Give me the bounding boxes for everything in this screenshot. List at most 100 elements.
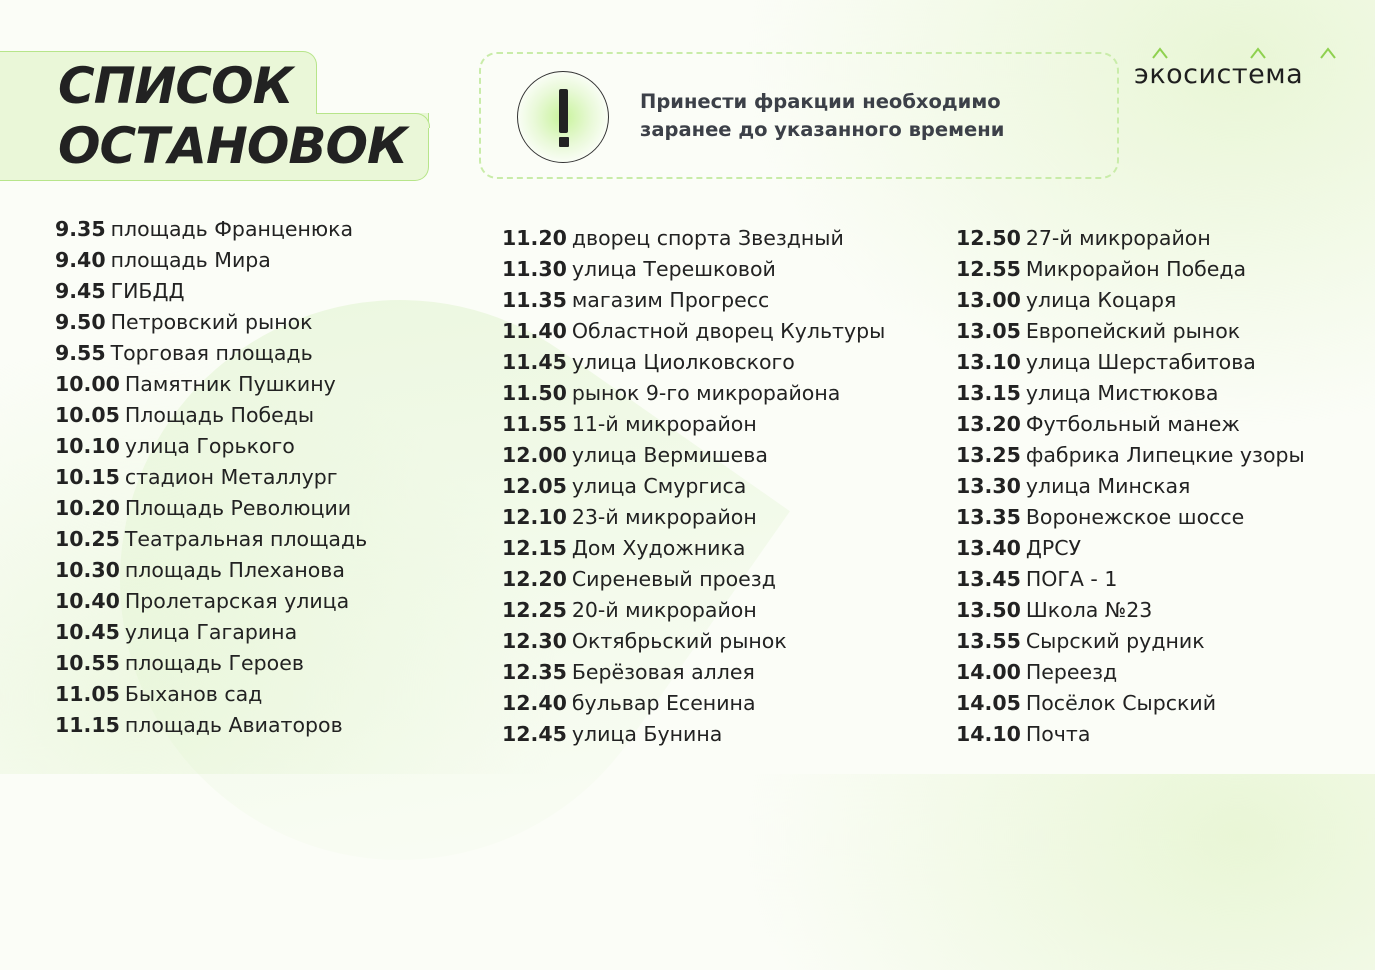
stop-name: ДРСУ xyxy=(1025,536,1082,560)
stop-name: Петровский рынок xyxy=(110,310,313,334)
stop-item: 13.00 улица Коцаря xyxy=(956,285,1305,316)
stop-name: Европейский рынок xyxy=(1025,319,1241,343)
stop-item: 13.20 Футбольный манеж xyxy=(956,409,1305,440)
stop-item: 12.35 Берёзовая аллея xyxy=(502,657,885,688)
stop-time: 13.25 xyxy=(956,443,1021,467)
logo-triangle-icon xyxy=(1250,47,1266,59)
brand-logo: экосистема xyxy=(1134,45,1344,95)
stop-item: 10.30 площадь Плеханова xyxy=(55,555,367,586)
stop-time: 13.50 xyxy=(956,598,1021,622)
stop-item: 13.10 улица Шерстабитова xyxy=(956,347,1305,378)
stop-time: 12.20 xyxy=(502,567,567,591)
logo-triangle-icon xyxy=(1320,47,1336,59)
stop-time: 13.15 xyxy=(956,381,1021,405)
stop-name: улица Вермишева xyxy=(571,443,768,467)
stop-item: 13.25 фабрика Липецкие узоры xyxy=(956,440,1305,471)
stop-item: 11.50 рынок 9-го микрорайона xyxy=(502,378,885,409)
stop-time: 10.20 xyxy=(55,496,120,520)
stop-time: 11.40 xyxy=(502,319,567,343)
stop-time: 10.40 xyxy=(55,589,120,613)
stop-time: 9.55 xyxy=(55,341,106,365)
stop-time: 10.15 xyxy=(55,465,120,489)
stop-item: 9.35 площадь Франценюка xyxy=(55,214,367,245)
stop-time: 10.55 xyxy=(55,651,120,675)
notice-text-line-1: Принести фракции необходимо xyxy=(640,90,1001,113)
stop-item: 12.50 27-й микрорайон xyxy=(956,223,1305,254)
stop-time: 11.55 xyxy=(502,412,567,436)
stop-name: улица Гагарина xyxy=(124,620,298,644)
stop-name: улица Мистюкова xyxy=(1025,381,1219,405)
stop-item: 11.35 магазим Прогресс xyxy=(502,285,885,316)
stop-item: 14.00 Переезд xyxy=(956,657,1305,688)
stop-item: 10.45 улица Гагарина xyxy=(55,617,367,648)
stop-item: 12.55 Микрорайон Победа xyxy=(956,254,1305,285)
stop-name: Быханов сад xyxy=(124,682,263,706)
stop-item: 11.30 улица Терешковой xyxy=(502,254,885,285)
stop-item: 11.15 площадь Авиаторов xyxy=(55,710,367,741)
stop-name: площадь Героев xyxy=(124,651,304,675)
stop-name: Микрорайон Победа xyxy=(1025,257,1247,281)
stop-name: Переезд xyxy=(1025,660,1118,684)
stop-item: 9.45 ГИБДД xyxy=(55,276,367,307)
notice-text-line-2: заранее до указанного времени xyxy=(640,118,1005,141)
stop-time: 12.30 xyxy=(502,629,567,653)
stop-item: 11.45 улица Циолковского xyxy=(502,347,885,378)
stop-name: площадь Авиаторов xyxy=(124,713,343,737)
stop-item: 10.40 Пролетарская улица xyxy=(55,586,367,617)
stops-column-1: 9.35 площадь Франценюка 9.40 площадь Мира 9.… xyxy=(55,214,367,741)
stop-item: 9.40 площадь Мира xyxy=(55,245,367,276)
stop-time: 9.40 xyxy=(55,248,106,272)
stop-item: 13.55 Сырский рудник xyxy=(956,626,1305,657)
stop-item: 12.15 Дом Художника xyxy=(502,533,885,564)
stop-item: 12.20 Сиреневый проезд xyxy=(502,564,885,595)
stop-time: 10.25 xyxy=(55,527,120,551)
stop-name: Воронежское шоссе xyxy=(1025,505,1245,529)
stop-time: 13.45 xyxy=(956,567,1021,591)
stop-name: Школа №23 xyxy=(1025,598,1153,622)
stop-item: 13.15 улица Мистюкова xyxy=(956,378,1305,409)
stop-item: 9.50 Петровский рынок xyxy=(55,307,367,338)
notice-text: Принести фракции необходимо заранее до у… xyxy=(640,88,1004,144)
stop-time: 13.10 xyxy=(956,350,1021,374)
stop-name: Областной дворец Культуры xyxy=(571,319,886,343)
stop-name: 11-й микрорайон xyxy=(571,412,757,436)
stop-name: Футбольный манеж xyxy=(1025,412,1240,436)
stop-item: 10.05 Площадь Победы xyxy=(55,400,367,431)
stop-name: 20-й микрорайон xyxy=(571,598,757,622)
stop-name: площадь Франценюка xyxy=(110,217,354,241)
stop-time: 13.40 xyxy=(956,536,1021,560)
stop-time: 11.35 xyxy=(502,288,567,312)
stop-item: 12.00 улица Вермишева xyxy=(502,440,885,471)
stop-name: стадион Металлург xyxy=(124,465,338,489)
stop-time: 12.05 xyxy=(502,474,567,498)
stop-time: 12.45 xyxy=(502,722,567,746)
stop-time: 10.00 xyxy=(55,372,120,396)
stop-name: дворец спорта Звездный xyxy=(571,226,844,250)
stop-item: 13.30 улица Минская xyxy=(956,471,1305,502)
stop-name: улица Коцаря xyxy=(1025,288,1177,312)
stop-time: 14.00 xyxy=(956,660,1021,684)
stop-name: Посёлок Сырский xyxy=(1025,691,1217,715)
stop-time: 12.15 xyxy=(502,536,567,560)
page-title: СПИСОК ОСТАНОВОК xyxy=(58,56,408,176)
stop-time: 12.25 xyxy=(502,598,567,622)
stop-time: 11.30 xyxy=(502,257,567,281)
stop-name: бульвар Есенина xyxy=(571,691,756,715)
logo-triangle-icon xyxy=(1152,47,1168,59)
stop-time: 10.30 xyxy=(55,558,120,582)
stop-time: 11.45 xyxy=(502,350,567,374)
stop-name: Памятник Пушкину xyxy=(124,372,336,396)
stop-time: 14.05 xyxy=(956,691,1021,715)
stop-name: Берёзовая аллея xyxy=(571,660,755,684)
exclamation-icon xyxy=(517,71,609,163)
stop-name: Октябрьский рынок xyxy=(571,629,787,653)
stop-time: 13.05 xyxy=(956,319,1021,343)
stop-time: 9.35 xyxy=(55,217,106,241)
stop-name: площадь Мира xyxy=(110,248,271,272)
stop-item: 12.40 бульвар Есенина xyxy=(502,688,885,719)
stop-name: улица Терешковой xyxy=(571,257,776,281)
stop-name: 23-й микрорайон xyxy=(571,505,757,529)
stop-time: 13.30 xyxy=(956,474,1021,498)
stop-time: 11.50 xyxy=(502,381,567,405)
stop-name: ПОГА - 1 xyxy=(1025,567,1118,591)
